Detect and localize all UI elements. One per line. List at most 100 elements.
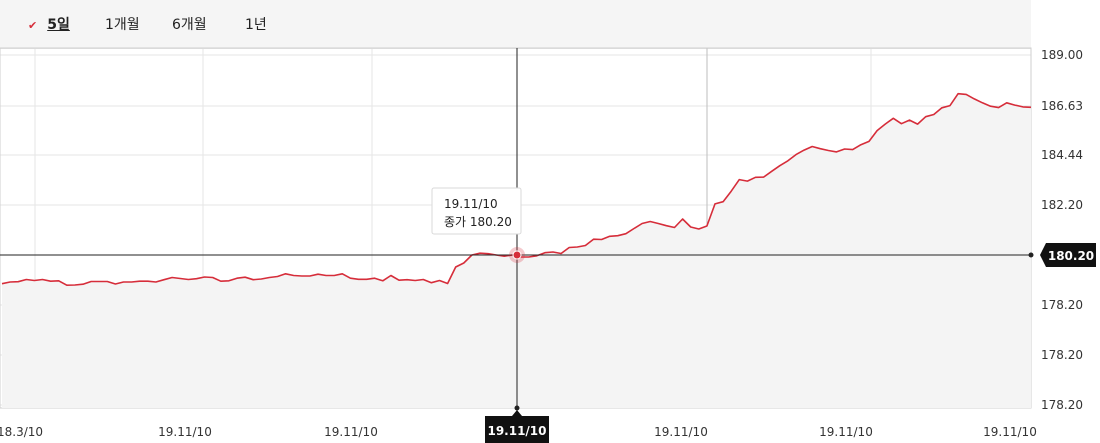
price-point-47[interactable]	[381, 279, 385, 283]
price-point-28[interactable]	[227, 279, 231, 283]
price-point-93[interactable]	[754, 175, 758, 179]
price-point-40[interactable]	[324, 274, 328, 278]
price-point-122[interactable]	[989, 104, 993, 108]
price-point-92[interactable]	[745, 179, 749, 183]
price-point-41[interactable]	[332, 274, 336, 278]
price-point-94[interactable]	[762, 175, 766, 179]
price-point-20[interactable]	[162, 278, 166, 282]
price-point-115[interactable]	[932, 113, 936, 117]
price-point-123[interactable]	[997, 106, 1001, 110]
price-point-43[interactable]	[348, 276, 352, 280]
price-point-52[interactable]	[421, 278, 425, 282]
price-point-82[interactable]	[664, 224, 668, 228]
price-point-72[interactable]	[583, 244, 587, 248]
price-point-33[interactable]	[267, 276, 271, 280]
price-point-32[interactable]	[259, 277, 263, 281]
price-point-102[interactable]	[826, 149, 830, 153]
price-point-5[interactable]	[41, 278, 45, 282]
tab-5-days[interactable]: ✔ 5일	[28, 0, 70, 48]
price-point-42[interactable]	[340, 272, 344, 276]
price-point-3[interactable]	[24, 278, 28, 282]
price-point-117[interactable]	[948, 104, 952, 108]
price-point-27[interactable]	[219, 279, 223, 283]
price-point-38[interactable]	[308, 274, 312, 278]
price-point-66[interactable]	[535, 254, 539, 258]
price-point-0[interactable]	[0, 282, 4, 286]
price-point-14[interactable]	[113, 282, 117, 286]
price-point-75[interactable]	[608, 234, 612, 238]
price-point-86[interactable]	[697, 227, 701, 231]
price-point-79[interactable]	[640, 222, 644, 226]
price-point-111[interactable]	[899, 122, 903, 126]
price-point-97[interactable]	[786, 159, 790, 163]
price-point-11[interactable]	[89, 280, 93, 284]
price-point-35[interactable]	[284, 272, 288, 276]
price-point-9[interactable]	[73, 283, 77, 287]
price-point-127[interactable]	[1029, 105, 1033, 109]
price-point-51[interactable]	[413, 279, 417, 283]
price-point-78[interactable]	[632, 227, 636, 231]
price-point-65[interactable]	[527, 255, 531, 259]
price-point-39[interactable]	[316, 272, 320, 276]
price-point-10[interactable]	[81, 282, 85, 286]
price-point-81[interactable]	[656, 222, 660, 226]
price-point-80[interactable]	[648, 220, 652, 224]
price-point-100[interactable]	[810, 145, 814, 149]
price-point-6[interactable]	[49, 279, 53, 283]
price-point-26[interactable]	[211, 276, 215, 280]
price-point-112[interactable]	[908, 118, 912, 122]
price-point-76[interactable]	[616, 234, 620, 238]
price-point-53[interactable]	[429, 281, 433, 285]
price-point-34[interactable]	[276, 275, 280, 279]
price-point-119[interactable]	[964, 92, 968, 96]
tab-6-months[interactable]: 6개월	[172, 0, 207, 48]
price-point-12[interactable]	[97, 280, 101, 284]
price-point-108[interactable]	[875, 129, 879, 133]
highlight-point[interactable]	[512, 250, 522, 260]
price-point-31[interactable]	[251, 278, 255, 282]
price-point-83[interactable]	[673, 226, 677, 230]
price-point-17[interactable]	[138, 279, 142, 283]
price-point-21[interactable]	[170, 276, 174, 280]
price-point-24[interactable]	[195, 277, 199, 281]
price-point-101[interactable]	[818, 147, 822, 151]
price-point-57[interactable]	[462, 261, 466, 265]
price-point-124[interactable]	[1005, 101, 1009, 105]
price-point-87[interactable]	[705, 224, 709, 228]
price-point-15[interactable]	[122, 280, 126, 284]
price-point-1[interactable]	[8, 280, 12, 284]
price-point-113[interactable]	[916, 122, 920, 126]
price-point-45[interactable]	[365, 277, 369, 281]
price-point-125[interactable]	[1013, 103, 1017, 107]
price-point-98[interactable]	[794, 153, 798, 157]
price-point-74[interactable]	[600, 238, 604, 242]
price-point-114[interactable]	[924, 115, 928, 119]
price-point-48[interactable]	[389, 274, 393, 278]
price-point-2[interactable]	[16, 280, 20, 284]
price-point-55[interactable]	[446, 282, 450, 286]
price-point-22[interactable]	[178, 277, 182, 281]
price-point-37[interactable]	[300, 274, 304, 278]
price-point-84[interactable]	[681, 217, 685, 221]
price-point-89[interactable]	[721, 200, 725, 204]
price-point-46[interactable]	[373, 276, 377, 280]
price-point-99[interactable]	[802, 148, 806, 152]
price-point-49[interactable]	[397, 278, 401, 282]
price-point-54[interactable]	[438, 279, 442, 283]
price-point-25[interactable]	[203, 275, 207, 279]
price-point-13[interactable]	[105, 280, 109, 284]
price-point-105[interactable]	[851, 148, 855, 152]
price-point-109[interactable]	[883, 122, 887, 126]
price-point-116[interactable]	[940, 106, 944, 110]
price-point-73[interactable]	[592, 237, 596, 241]
price-point-103[interactable]	[835, 150, 839, 154]
price-point-7[interactable]	[57, 279, 61, 283]
price-point-110[interactable]	[891, 116, 895, 120]
price-point-126[interactable]	[1021, 105, 1025, 109]
price-point-44[interactable]	[357, 277, 361, 281]
price-point-56[interactable]	[454, 265, 458, 269]
price-point-77[interactable]	[624, 232, 628, 236]
price-point-18[interactable]	[146, 279, 150, 283]
